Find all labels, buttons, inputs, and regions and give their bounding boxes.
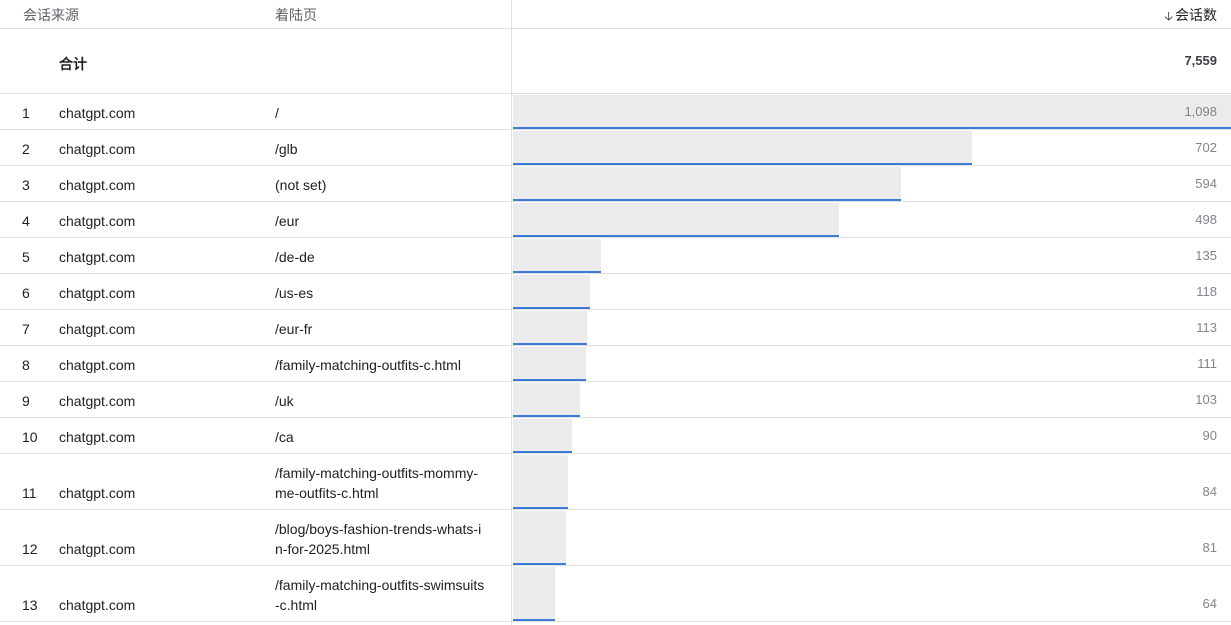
sessions-value: 64 xyxy=(1202,596,1217,611)
landing-page: /blog/boys-fashion-trends-whats-in-for-2… xyxy=(275,521,482,557)
total-label: 合计 xyxy=(59,56,87,72)
landing-page: /de-de xyxy=(275,249,315,265)
landing-page: /eur xyxy=(275,213,300,229)
row-index: 2 xyxy=(22,141,30,157)
table-row[interactable]: 5 chatgpt.com/de-de 135 xyxy=(0,238,1231,274)
session-source: chatgpt.com xyxy=(59,597,136,613)
row-index: 7 xyxy=(22,321,30,337)
row-index: 3 xyxy=(22,177,30,193)
column-divider xyxy=(511,0,512,625)
sessions-bar xyxy=(513,95,1231,129)
sessions-value: 81 xyxy=(1202,540,1217,555)
sessions-value: 84 xyxy=(1202,484,1217,499)
table-row[interactable]: 12 chatgpt.com/blog/boys-fashion-trends-w… xyxy=(0,510,1231,566)
landing-page: /glb xyxy=(275,141,298,157)
session-source: chatgpt.com xyxy=(59,213,136,229)
row-index: 12 xyxy=(22,541,38,557)
landing-page: /ca xyxy=(275,429,294,445)
session-source: chatgpt.com xyxy=(59,285,136,301)
table-row[interactable]: 1 chatgpt.com / 1,098 xyxy=(0,94,1231,130)
landing-page: /us-es xyxy=(275,285,314,301)
session-source: chatgpt.com xyxy=(59,105,136,121)
row-index: 1 xyxy=(22,105,30,121)
column-header-landing-page[interactable]: 着陆页 xyxy=(275,7,317,23)
landing-page: /family-matching-outfits-swimsuits-c.htm… xyxy=(275,577,485,613)
landing-page: / xyxy=(275,105,279,121)
sessions-bar xyxy=(513,275,590,309)
sessions-value: 113 xyxy=(1196,320,1217,335)
session-source: chatgpt.com xyxy=(59,321,136,337)
column-header-sessions[interactable]: 🡣 会话数 xyxy=(1164,5,1217,28)
column-header-source[interactable]: 会话来源 xyxy=(23,7,79,23)
sessions-bar xyxy=(513,131,972,165)
row-index: 8 xyxy=(22,357,30,373)
table-row[interactable]: 2 chatgpt.com/glb 702 xyxy=(0,130,1231,166)
session-source: chatgpt.com xyxy=(59,393,136,409)
row-index: 11 xyxy=(22,485,37,501)
sessions-value: 1,098 xyxy=(1184,104,1217,119)
landing-page: /family-matching-outfits-c.html xyxy=(275,357,461,373)
sessions-bar xyxy=(513,311,587,345)
table-row[interactable]: 13 chatgpt.com/family-matching-outfits-sw… xyxy=(0,566,1231,622)
table-row[interactable]: 7 chatgpt.com/eur-fr 113 xyxy=(0,310,1231,346)
session-source: chatgpt.com xyxy=(59,141,136,157)
session-source: chatgpt.com xyxy=(59,485,136,501)
sessions-bar xyxy=(513,567,555,621)
table-row[interactable]: 9 chatgpt.com/uk 103 xyxy=(0,382,1231,418)
table-row[interactable]: 11 chatgpt.com/family-matching-outfits-mo… xyxy=(0,454,1231,510)
sessions-bar xyxy=(513,419,572,453)
table-row[interactable]: 10 chatgpt.com/ca 90 xyxy=(0,418,1231,454)
table-row[interactable]: 8 chatgpt.com/family-matching-outfits-c.h… xyxy=(0,346,1231,382)
session-source: chatgpt.com xyxy=(59,429,136,445)
row-index: 5 xyxy=(22,249,30,265)
total-value: 7,559 xyxy=(1184,53,1217,68)
sessions-bar xyxy=(513,203,839,237)
session-source: chatgpt.com xyxy=(59,177,136,193)
sessions-value: 90 xyxy=(1202,428,1217,443)
session-source: chatgpt.com xyxy=(59,541,136,557)
landing-page: /uk xyxy=(275,393,294,409)
total-row: 合计 7,559 xyxy=(0,28,1231,94)
sessions-value: 135 xyxy=(1195,248,1217,263)
sessions-value: 498 xyxy=(1195,212,1217,227)
session-source: chatgpt.com xyxy=(59,249,136,265)
row-index: 13 xyxy=(22,597,38,613)
sessions-bar xyxy=(513,383,580,417)
landing-page: (not set) xyxy=(275,177,327,193)
row-index: 9 xyxy=(22,393,30,409)
sessions-bar xyxy=(513,167,901,201)
table-row[interactable]: 3 chatgpt.com (not set) 594 xyxy=(0,166,1231,202)
sessions-value: 702 xyxy=(1195,140,1217,155)
arrow-down-icon[interactable]: 🡣 xyxy=(1164,9,1173,23)
landing-page: /eur-fr xyxy=(275,321,313,337)
table-row[interactable]: 6 chatgpt.com/us-es 118 xyxy=(0,274,1231,310)
session-source: chatgpt.com xyxy=(59,357,136,373)
row-index: 6 xyxy=(22,285,30,301)
sessions-header-label: 会话数 xyxy=(1175,7,1217,23)
sessions-value: 103 xyxy=(1195,392,1217,407)
table-row[interactable]: 4 chatgpt.com/eur 498 xyxy=(0,202,1231,238)
sessions-bar xyxy=(513,347,586,381)
sessions-bar xyxy=(513,239,601,273)
row-index: 10 xyxy=(22,429,38,445)
sessions-bar xyxy=(513,455,568,509)
table-header: 会话来源 着陆页 🡣 会话数 xyxy=(0,0,1231,29)
sessions-value: 594 xyxy=(1195,176,1217,191)
sessions-bar xyxy=(513,511,566,565)
sessions-value: 111 xyxy=(1197,356,1217,371)
landing-page: /family-matching-outfits-mommy-me-outfit… xyxy=(275,465,479,501)
sessions-value: 118 xyxy=(1196,284,1217,299)
row-index: 4 xyxy=(22,213,30,229)
